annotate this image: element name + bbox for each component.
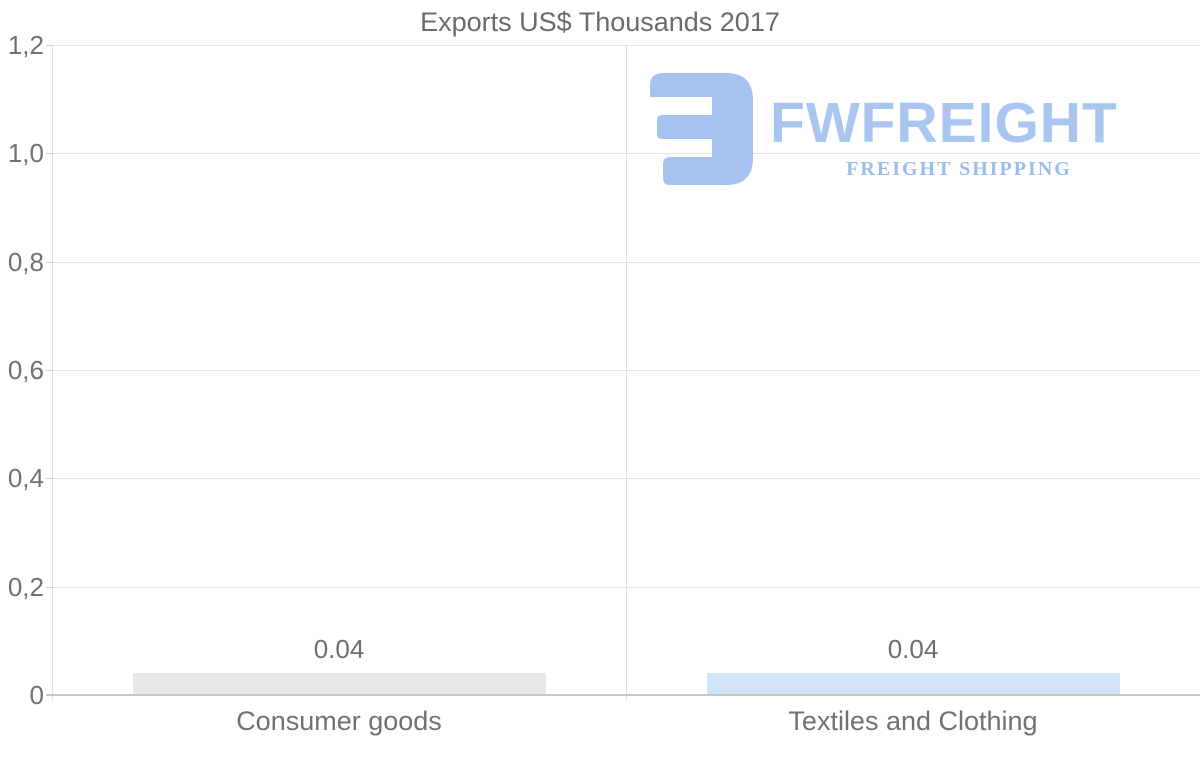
chart-title: Exports US$ Thousands 2017 xyxy=(420,7,780,37)
brand-tagline: FREIGHT SHIPPING xyxy=(846,158,1072,180)
y-tick-label: 0 xyxy=(29,680,44,710)
y-tick-label: 1,2 xyxy=(7,30,44,60)
brand-watermark: FWFREIGHT FREIGHT SHIPPING xyxy=(650,73,1150,185)
y-tick-label: 1,0 xyxy=(7,138,44,169)
y-axis-line xyxy=(52,45,53,701)
bar-value-label: 0.04 xyxy=(313,634,365,665)
y-tick-label: 0,8 xyxy=(7,246,44,277)
brand-text-block: FWFREIGHT FREIGHT SHIPPING xyxy=(770,73,1148,180)
y-axis-tick xyxy=(46,586,52,588)
x-axis-line xyxy=(46,694,1200,696)
y-axis-tick xyxy=(46,45,52,46)
category-divider xyxy=(626,45,627,701)
y-tick-label: 0,4 xyxy=(7,463,44,494)
bar[interactable] xyxy=(707,673,1120,694)
x-category-label: Consumer goods xyxy=(236,706,442,736)
brand-logo-icon xyxy=(650,73,753,185)
bar[interactable] xyxy=(133,673,546,694)
y-axis-tick xyxy=(46,153,52,155)
y-tick-label: 0,6 xyxy=(7,355,44,385)
x-category-label: Textiles and Clothing xyxy=(788,706,1038,736)
bar-value-label: 0.04 xyxy=(887,634,939,665)
y-axis-tick xyxy=(46,370,52,371)
y-axis-tick xyxy=(46,478,52,480)
brand-name: FWFREIGHT xyxy=(770,91,1118,155)
y-tick-label: 0,2 xyxy=(7,571,44,602)
y-axis-tick xyxy=(46,261,52,263)
